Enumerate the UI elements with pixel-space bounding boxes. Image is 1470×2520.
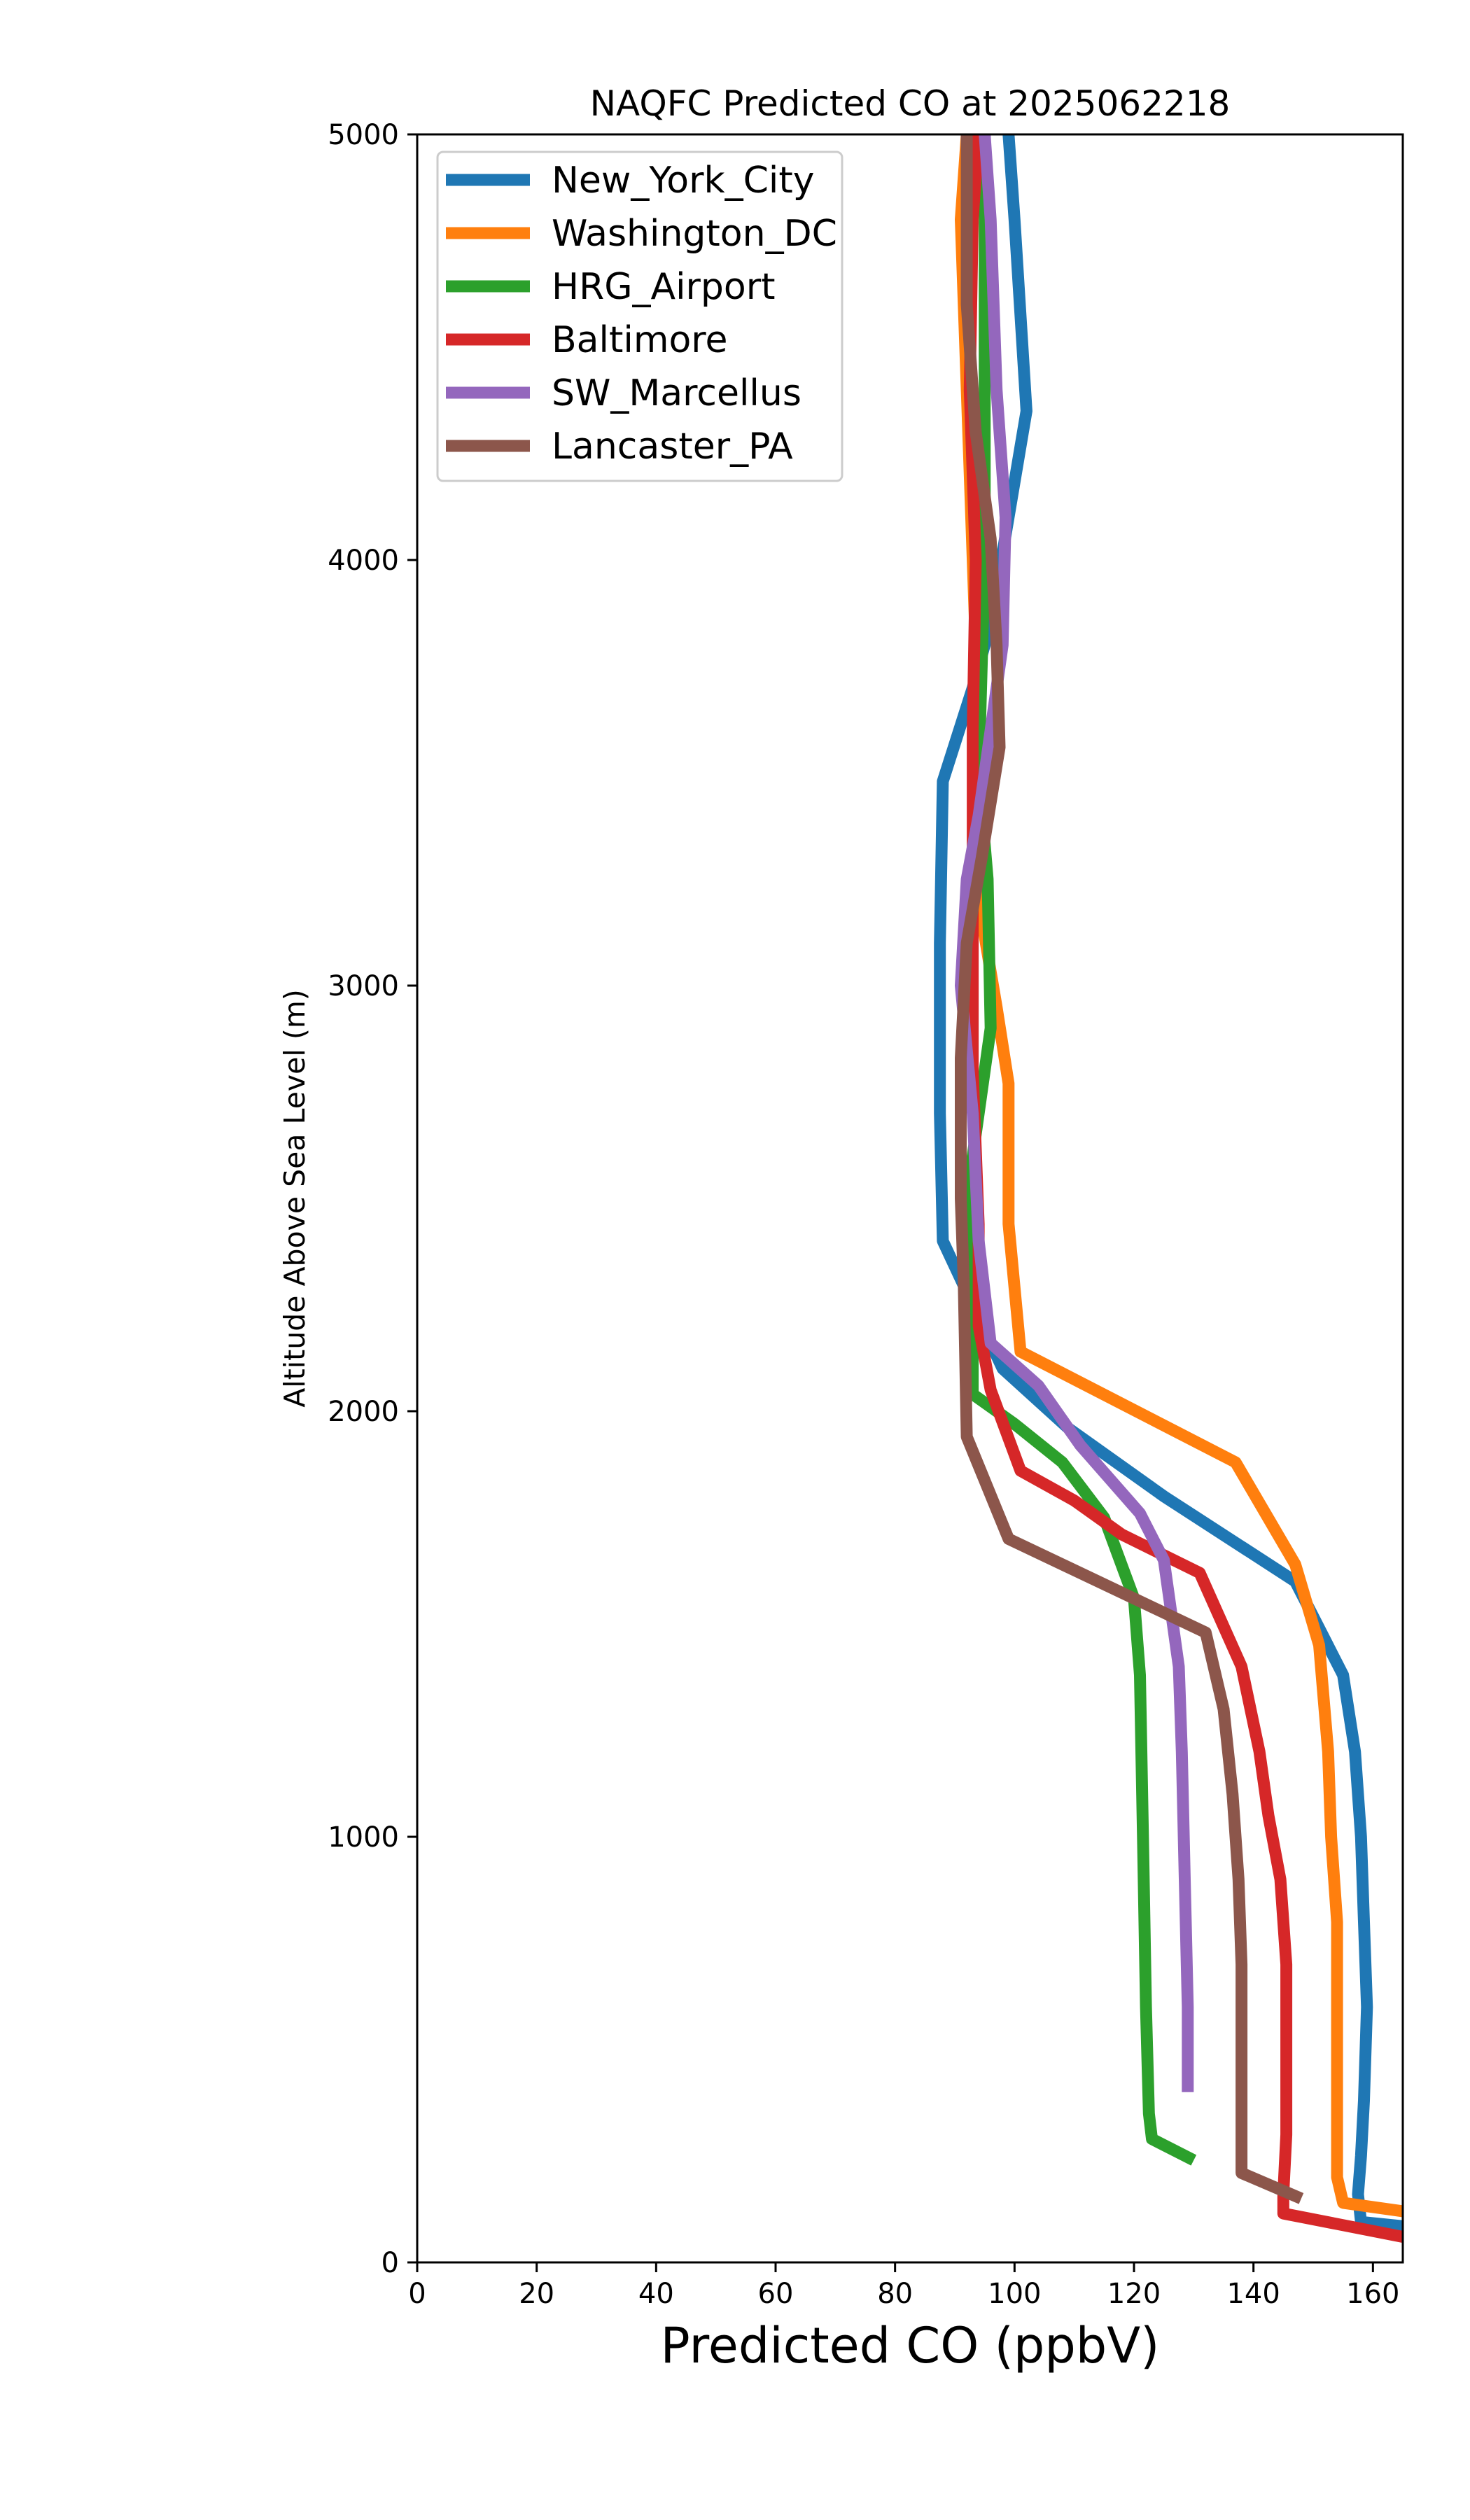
series-line-lancaster-pa (955, 134, 1304, 2204)
series-line-baltimore (963, 134, 1403, 2243)
y-axis-ticks: 0 1000 2000 3000 4000 5000 (328, 119, 417, 2279)
x-axis-ticks: 0 20 40 60 80 100 120 140 160 (408, 2262, 1400, 2310)
x-axis-label: Predicted CO (ppbV) (661, 2317, 1160, 2374)
x-tick-label: 60 (758, 2278, 794, 2310)
x-tick-label: 100 (988, 2278, 1041, 2310)
x-tick-label: 0 (408, 2278, 426, 2310)
legend-label: Baltimore (552, 319, 728, 361)
x-tick-label: 120 (1107, 2278, 1161, 2310)
x-tick-label: 140 (1226, 2278, 1280, 2310)
legend: New_York_City Washington_DC HRG_Airport Bal… (436, 150, 844, 482)
legend-label: New_York_City (552, 160, 815, 202)
x-tick-label: 40 (638, 2278, 674, 2310)
y-tick-label: 4000 (328, 545, 399, 577)
plot-frame (416, 133, 1404, 2264)
y-tick-label: 5000 (328, 119, 399, 151)
y-axis-label: Altitude Above Sea Level (m) (278, 989, 312, 1408)
legend-label: Washington_DC (552, 213, 837, 255)
y-tick-label: 1000 (328, 1821, 399, 1854)
x-tick-label: 160 (1346, 2278, 1399, 2310)
x-tick-label: 20 (519, 2278, 554, 2310)
legend-label: SW_Marcellus (552, 372, 802, 414)
y-tick-label: 2000 (328, 1396, 399, 1428)
series-line-sw-marcellus (955, 134, 1194, 2092)
y-tick-label: 0 (382, 2247, 399, 2279)
legend-box (436, 150, 844, 482)
legend-label: Lancaster_PA (552, 426, 793, 468)
legend-label: HRG_Airport (552, 266, 776, 308)
series-layer (934, 134, 1403, 2243)
x-tick-label: 80 (877, 2278, 913, 2310)
y-tick-label: 3000 (328, 970, 399, 1002)
chart-title: NAQFC Predicted CO at 2025062218 (590, 83, 1231, 124)
